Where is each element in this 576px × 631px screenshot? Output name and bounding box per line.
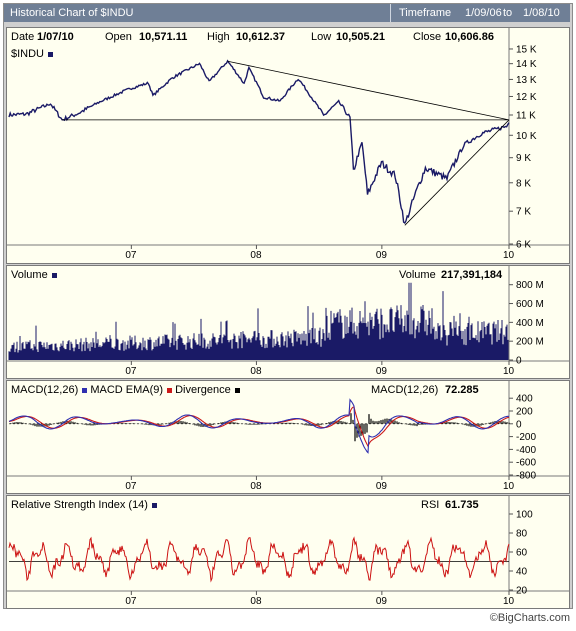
title-bar: Historical Chart of $INDU Timeframe 1/09… [4, 4, 570, 22]
y-tick-label: -600 [516, 458, 536, 469]
y-tick-label: 20 [516, 586, 528, 597]
y-tick-label: 40 [516, 567, 528, 578]
macd-value: 72.285 [445, 384, 479, 396]
x-tick-label: 10 [503, 481, 515, 492]
symbol-swatch [48, 51, 54, 57]
y-tick-label: 80 [516, 529, 528, 540]
y-tick-label: 14 K [516, 59, 537, 70]
rsi-plot: 100 80 60 40 20 07 08 09 10 [7, 496, 569, 607]
trend-line [227, 60, 510, 121]
y-tick-label: 0 [516, 419, 522, 430]
timeframe-box[interactable]: Timeframe 1/09/06 to 1/08/10 [390, 4, 571, 22]
open-value: 10,571.11 [139, 31, 188, 43]
close-value: 10,606.86 [445, 31, 494, 43]
y-tick-label: 9 K [516, 153, 531, 164]
x-tick-label: 10 [503, 596, 515, 607]
macd-name: MACD(12,26) [11, 384, 79, 396]
x-tick-label: 07 [125, 250, 137, 261]
y-tick-label: 200 [516, 407, 533, 418]
macd-ema-swatch [167, 387, 173, 393]
y-tick-label: 12 K [516, 92, 537, 103]
macd-ema-name: MACD EMA(9) [90, 384, 164, 396]
x-tick-label: 09 [376, 366, 388, 377]
price-plot: 15 K 14 K 13 K 12 K 11 K 10 K 9 K 8 K 7 K 6 K 07 08… [7, 28, 569, 261]
x-tick-label: 08 [250, 250, 262, 261]
footer-credit[interactable]: ©BigCharts.com [489, 612, 570, 624]
y-tick-label: -200 [516, 432, 536, 443]
date-label: Date [11, 31, 35, 43]
macd-panel: MACD(12,26) MACD EMA(9) Divergence MACD(… [6, 380, 570, 494]
x-tick-label: 09 [376, 250, 388, 261]
y-tick-label: 8 K [516, 178, 531, 189]
macd-ema-line [8, 406, 510, 448]
y-tick-label: 400 [516, 394, 533, 405]
symbol-text: $INDU [11, 48, 45, 60]
x-tick-label: 08 [250, 596, 262, 607]
x-tick-label: 08 [250, 481, 262, 492]
x-tick-label: 09 [376, 481, 388, 492]
rsi-panel: Relative Strength Index (14) RSI 61.735 … [6, 495, 570, 609]
trend-line [404, 119, 510, 226]
y-tick-label: 6 K [516, 240, 531, 251]
divergence-name: Divergence [175, 384, 231, 396]
y-tick-label: 0 [516, 356, 522, 367]
high-value: 10,612.37 [236, 31, 285, 43]
price-panel: Date 1/07/10 Open 10,571.11 High 10,612.… [6, 27, 570, 264]
x-tick-label: 10 [503, 366, 515, 377]
volume-name: Volume [11, 269, 57, 281]
rsi-name: Relative Strength Index (14) [11, 499, 148, 511]
y-tick-label: 800 M [516, 280, 544, 291]
rsi-value-label: RSI [421, 499, 440, 511]
y-tick-label: 15 K [516, 44, 537, 55]
volume-plot: 800 M 600 M 400 M 200 M 0 07 08 09 10 [7, 266, 569, 377]
y-tick-label: 400 M [516, 318, 544, 329]
macd-swatch [82, 387, 88, 393]
y-tick-label: 13 K [516, 75, 537, 86]
x-tick-label: 10 [503, 250, 515, 261]
timeframe-label: Timeframe [399, 7, 452, 19]
volume-value-label: Volume [399, 269, 436, 281]
macd-value-label: MACD(12,26) [371, 384, 439, 396]
volume-value: 217,391,184 [441, 269, 503, 281]
y-tick-label: 60 [516, 548, 528, 559]
rsi-value: 61.735 [445, 499, 479, 511]
x-tick-label: 07 [125, 481, 137, 492]
y-tick-label: -400 [516, 445, 536, 456]
y-tick-label: 11 K [516, 110, 536, 121]
symbol-label: $INDU [11, 48, 54, 60]
y-tick-label: 600 M [516, 299, 544, 310]
divergence-swatch [234, 387, 240, 393]
x-tick-label: 07 [125, 596, 137, 607]
y-tick-label: -800 [516, 471, 536, 482]
low-label: Low [311, 31, 332, 43]
x-tick-label: 09 [376, 596, 388, 607]
chart-title: Historical Chart of $INDU [10, 7, 134, 19]
rsi-swatch [151, 502, 157, 508]
y-tick-label: 7 K [516, 207, 531, 218]
rsi-line [8, 536, 510, 583]
rsi-legend: Relative Strength Index (14) [11, 499, 157, 511]
y-tick-label: 10 K [516, 131, 537, 142]
volume-name-text: Volume [11, 269, 48, 281]
macd-legend: MACD(12,26) MACD EMA(9) Divergence [11, 384, 240, 396]
volume-swatch [51, 272, 57, 278]
y-tick-label: 200 M [516, 337, 544, 348]
date-value: 1/07/10 [37, 31, 74, 43]
timeframe-to-word: to [503, 7, 513, 19]
price-series-line [8, 59, 510, 225]
volume-bars [8, 282, 509, 360]
close-label: Close [413, 31, 442, 43]
y-tick-label: 100 [516, 510, 533, 521]
high-label: High [207, 31, 230, 43]
volume-panel: Volume Volume 217,391,184 800 M 600 M 400 … [6, 265, 570, 379]
x-tick-label: 07 [125, 366, 137, 377]
x-tick-label: 08 [250, 366, 262, 377]
open-label: Open [105, 31, 132, 43]
timeframe-to: 1/08/10 [523, 7, 560, 19]
macd-line [8, 398, 509, 454]
timeframe-from: 1/09/06 [465, 7, 502, 19]
low-value: 10,505.21 [336, 31, 385, 43]
